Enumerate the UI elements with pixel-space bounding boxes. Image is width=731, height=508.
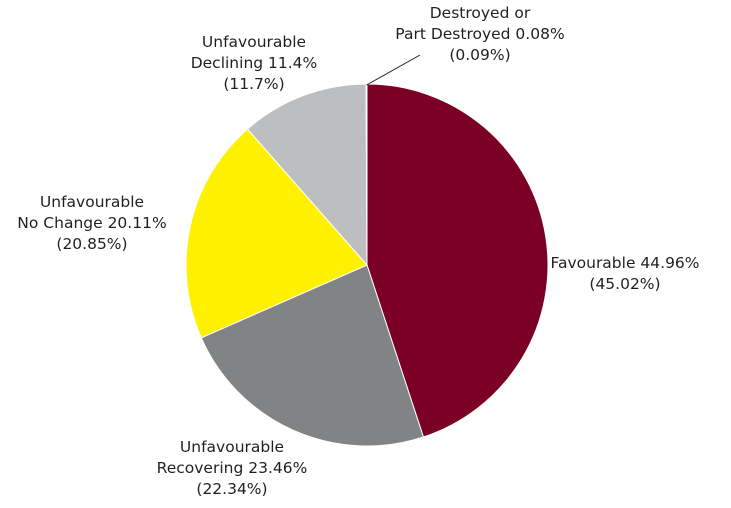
slice-label-favourable: Favourable 44.96% (45.02%): [550, 254, 699, 293]
slice-labels: Favourable 44.96% (45.02%) Unfavourable Rec…: [17, 4, 699, 498]
slice-label-line: Unfavourable: [202, 33, 306, 51]
leader-lines: [366, 54, 421, 86]
pie-slice-unfavourable-recovering: [200, 264, 425, 447]
slice-label-line: Destroyed or: [430, 4, 531, 22]
slice-label-line: Favourable 44.96%: [550, 254, 699, 272]
slice-label-line: Recovering 23.46%: [157, 459, 308, 477]
pie-slice-favourable: [366, 83, 549, 438]
pie-slice-unfavourable-no-change: [185, 128, 368, 339]
leader-line-destroyed-or-part-destroyed: [366, 54, 421, 86]
slice-label-line: (0.09%): [449, 46, 510, 64]
slice-label-line: (22.34%): [196, 480, 267, 498]
slice-label-line: Part Destroyed 0.08%: [395, 25, 564, 43]
pie-slice-destroyed-or-part-destroyed: [365, 83, 368, 266]
slice-label-line: (45.02%): [589, 275, 660, 293]
slice-label-line: (11.7%): [223, 75, 284, 93]
slice-label-line: (20.85%): [56, 235, 127, 253]
slice-label-unfavourable-recovering: Unfavourable Recovering 23.46% (22.34%): [157, 438, 308, 498]
pie-slices: [185, 83, 549, 447]
slice-label-unfavourable-declining: Unfavourable Declining 11.4% (11.7%): [191, 33, 318, 93]
slice-label-line: No Change 20.11%: [17, 214, 166, 232]
slice-label-line: Unfavourable: [180, 438, 284, 456]
pie-slice-unfavourable-declining: [246, 83, 368, 267]
slice-label-line: Unfavourable: [40, 193, 144, 211]
slice-label-destroyed-or-part-destroyed: Destroyed or Part Destroyed 0.08% (0.09%): [395, 4, 564, 64]
slice-label-unfavourable-no-change: Unfavourable No Change 20.11% (20.85%): [17, 193, 166, 253]
slice-label-line: Declining 11.4%: [191, 54, 318, 72]
